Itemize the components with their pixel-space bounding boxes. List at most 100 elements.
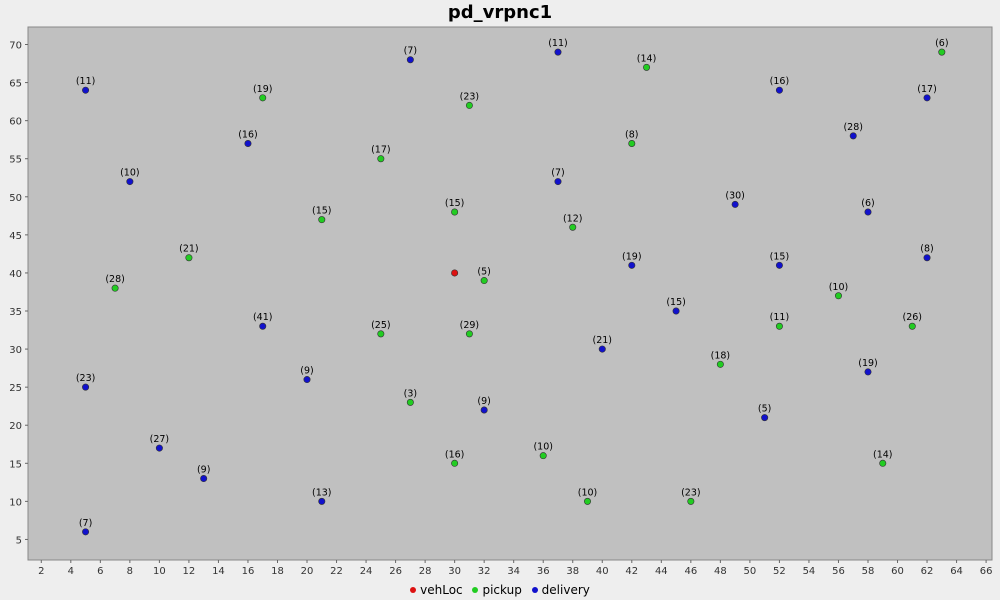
delivery-point <box>849 132 857 140</box>
x-tick-label: 12 <box>183 566 196 577</box>
delivery-point <box>82 528 90 536</box>
legend-item-delivery: delivery <box>531 580 590 600</box>
pickup-point-label: (17) <box>371 145 391 156</box>
y-tick-label: 15 <box>9 459 22 470</box>
x-tick-label: 10 <box>153 566 166 577</box>
pickup-point <box>318 216 326 224</box>
pickup-point-label: (6) <box>935 38 948 49</box>
x-tick-label: 64 <box>950 566 963 577</box>
delivery-point <box>731 200 739 208</box>
pickup-point <box>406 398 414 406</box>
y-tick-label: 20 <box>9 421 22 432</box>
pickup-point <box>451 459 459 467</box>
pickup-point <box>480 277 488 285</box>
pickup-point-label: (14) <box>873 449 893 460</box>
pickup-point <box>539 452 547 460</box>
y-tick-label: 45 <box>9 231 22 242</box>
delivery-point <box>406 56 414 64</box>
legend-item-vehloc: vehLoc <box>410 580 463 600</box>
x-tick-label: 56 <box>832 566 845 577</box>
x-tick-label: 24 <box>360 566 373 577</box>
x-tick-label: 6 <box>97 566 103 577</box>
x-tick-label: 28 <box>419 566 432 577</box>
pickup-point <box>687 497 695 505</box>
pickup-point <box>775 322 783 330</box>
x-tick-label: 46 <box>684 566 697 577</box>
delivery-point <box>82 86 90 94</box>
delivery-point-label: (9) <box>197 465 210 476</box>
x-tick-label: 26 <box>389 566 402 577</box>
y-tick-label: 65 <box>9 79 22 90</box>
pickup-point-label: (18) <box>711 350 731 361</box>
y-tick-label: 25 <box>9 383 22 394</box>
pickup-point <box>451 208 459 216</box>
delivery-point-label: (6) <box>861 198 874 209</box>
delivery-point-label: (5) <box>758 404 771 415</box>
pickup-point <box>879 459 887 467</box>
x-tick-label: 8 <box>127 566 133 577</box>
delivery-point <box>318 497 326 505</box>
pickup-point-label: (29) <box>460 320 480 331</box>
pickup-point-label: (16) <box>445 449 465 460</box>
y-tick-label: 70 <box>9 41 22 52</box>
delivery-point-label: (8) <box>920 244 933 255</box>
y-tick-label: 30 <box>9 345 22 356</box>
pickup-point <box>259 94 267 102</box>
legend-label-pickup: pickup <box>482 583 522 597</box>
delivery-point <box>82 383 90 391</box>
delivery-point-label: (13) <box>312 487 332 498</box>
vehloc-point <box>451 269 459 277</box>
delivery-point <box>775 86 783 94</box>
x-tick-label: 38 <box>566 566 579 577</box>
pickup-point-label: (15) <box>312 206 332 217</box>
legend-marker-vehloc <box>410 586 417 593</box>
delivery-point-label: (7) <box>404 46 417 57</box>
delivery-point-label: (15) <box>666 297 686 308</box>
pickup-point-label: (10) <box>829 282 849 293</box>
pickup-point-label: (8) <box>625 129 638 140</box>
delivery-point <box>259 322 267 330</box>
y-tick-label: 5 <box>16 535 22 546</box>
legend-label-delivery: delivery <box>541 583 590 597</box>
legend-item-pickup: pickup <box>472 580 522 600</box>
delivery-point-label: (9) <box>477 396 490 407</box>
x-tick-label: 58 <box>862 566 875 577</box>
x-tick-label: 42 <box>625 566 638 577</box>
pickup-point-label: (21) <box>179 244 199 255</box>
x-tick-label: 36 <box>537 566 550 577</box>
pickup-point-label: (11) <box>770 312 790 323</box>
delivery-point-label: (28) <box>843 122 863 133</box>
delivery-point-label: (27) <box>150 434 170 445</box>
delivery-point-label: (10) <box>120 168 140 179</box>
pickup-point <box>465 101 473 109</box>
delivery-point-label: (11) <box>548 38 568 49</box>
x-tick-label: 34 <box>507 566 520 577</box>
delivery-point-label: (17) <box>917 84 937 95</box>
x-tick-label: 52 <box>773 566 786 577</box>
delivery-point <box>672 307 680 315</box>
delivery-point-label: (16) <box>770 76 790 87</box>
pickup-point-label: (26) <box>903 312 923 323</box>
pickup-point-label: (15) <box>445 198 465 209</box>
delivery-point <box>598 345 606 353</box>
delivery-point <box>480 406 488 414</box>
x-tick-label: 14 <box>212 566 225 577</box>
delivery-point <box>244 139 252 147</box>
delivery-point-label: (30) <box>725 190 745 201</box>
delivery-point <box>155 444 163 452</box>
delivery-point <box>200 475 208 483</box>
x-tick-label: 40 <box>596 566 609 577</box>
delivery-point <box>923 254 931 262</box>
legend-label-vehloc: vehLoc <box>420 583 463 597</box>
delivery-point <box>554 178 562 186</box>
delivery-point-label: (15) <box>770 251 790 262</box>
pickup-point <box>185 254 193 262</box>
pickup-point-label: (14) <box>637 53 657 64</box>
delivery-point-label: (11) <box>76 76 96 87</box>
delivery-point-label: (9) <box>300 366 313 377</box>
pickup-point-label: (3) <box>404 388 417 399</box>
x-tick-label: 22 <box>330 566 343 577</box>
x-tick-label: 16 <box>242 566 255 577</box>
delivery-point-label: (21) <box>593 335 613 346</box>
